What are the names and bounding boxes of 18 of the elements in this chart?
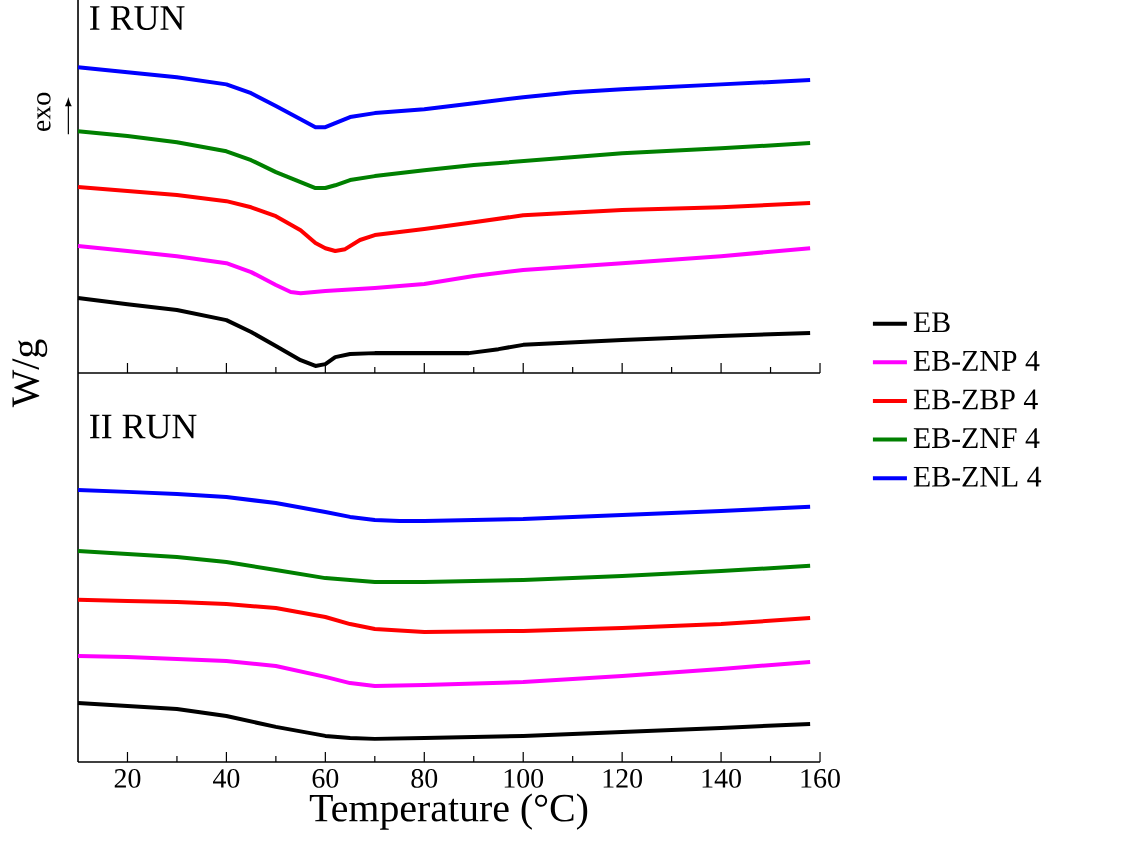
chart-title: I RUN [90,6,185,31]
x-tick-label: 20 [114,769,141,788]
text: exo [37,92,51,131]
x-tick-label: 100 [504,769,544,788]
legend-label: EB-ZNP 4 [913,350,1040,371]
legend-label: EB-ZNL 4 [913,466,1042,487]
x-tick-label: 120 [603,769,642,788]
y-axis-title: W/g [12,339,48,408]
legend-label: EB-ZBP 4 [913,389,1038,410]
chart-title: II RUN [90,414,197,439]
x-tick-label: 40 [213,769,240,788]
x-tick-label: 140 [702,769,741,788]
legend-label: EB-ZNF 4 [913,428,1040,448]
x-tick-label: 80 [411,769,438,788]
x-tick-label: 60 [312,769,339,788]
x-axis-title: Temperature (°C) [309,793,588,830]
legend-label: EB [913,312,950,333]
x-tick-label: 160 [801,769,840,788]
